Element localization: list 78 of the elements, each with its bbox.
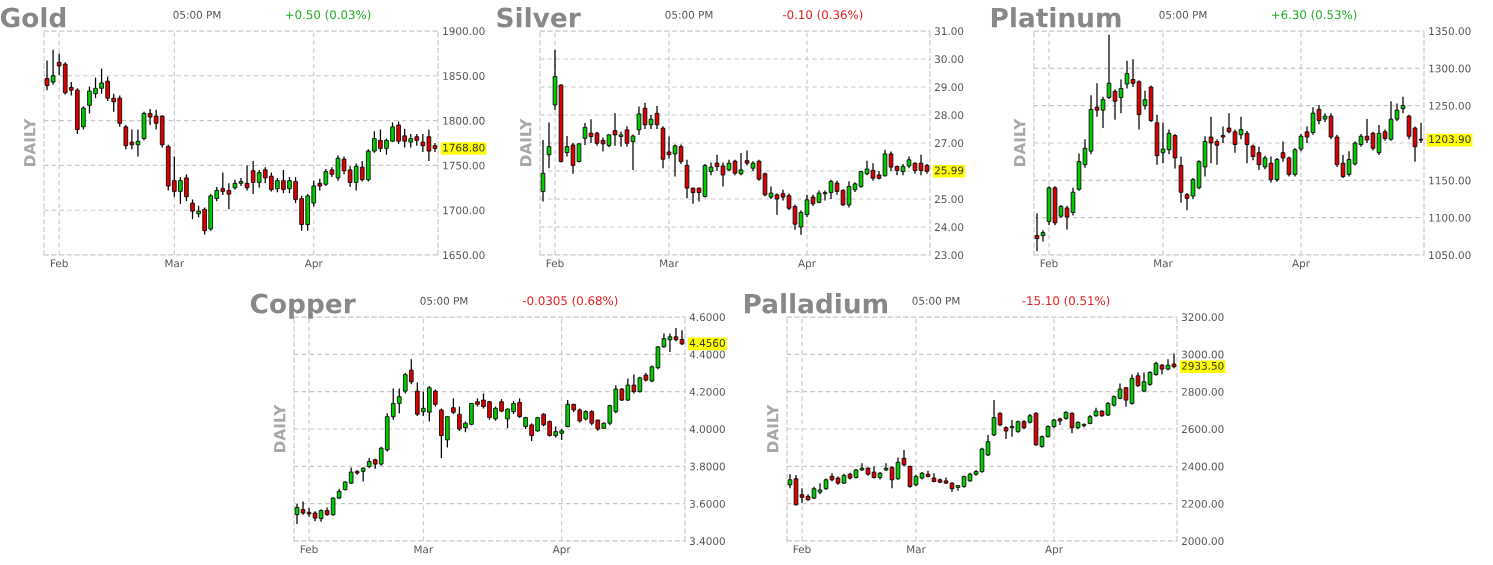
y-tick-label: 2800.00 xyxy=(1181,387,1224,396)
y-tick-label: 1750.00 xyxy=(443,161,485,170)
text: -15.10 (0.51%) xyxy=(1022,296,1110,307)
y-tick-label: 1650.00 xyxy=(443,251,485,260)
y-tick-label: 28.00 xyxy=(934,111,964,120)
chart-subtitle: 05:00 PM xyxy=(420,296,468,305)
chart-subtitle: 05:00 PM xyxy=(912,296,960,305)
x-tick-label: Feb xyxy=(546,259,564,268)
x-tick-label: Mar xyxy=(1154,259,1173,268)
y-tick-label: 3200.00 xyxy=(1181,313,1224,322)
chart-title: Copper xyxy=(250,293,356,319)
text: 25.99 xyxy=(934,166,964,175)
y-tick-label: 1700.00 xyxy=(443,206,485,215)
x-tick-label: Apr xyxy=(1045,545,1064,556)
y-tick-label: 2200.00 xyxy=(1181,499,1224,508)
chart-subtitle: 05:00 PM xyxy=(173,10,221,19)
text: +6.30 (0.53%) xyxy=(1271,10,1357,21)
x-tick-label: Apr xyxy=(552,545,571,556)
text: -0.10 (0.36%) xyxy=(782,10,863,21)
x-tick-label: Apr xyxy=(1292,259,1311,270)
y-tick-label: 1250.00 xyxy=(1429,101,1471,110)
chart-subtitle: 05:00 PM xyxy=(665,10,713,19)
text: 4.4560 xyxy=(689,339,725,347)
x-tick-label: Feb xyxy=(1040,259,1058,268)
chart-title: Silver xyxy=(497,7,581,28)
y-tick-label: 2600.00 xyxy=(1181,425,1224,434)
y-tick-label: 1050.00 xyxy=(1429,251,1471,260)
y-tick-label: 1350.00 xyxy=(1429,27,1471,36)
x-tick-label: Mar xyxy=(660,259,679,268)
chart-title: Palladium xyxy=(744,293,888,314)
y-tick-label: 1850.00 xyxy=(443,72,485,80)
y-tick-label: 31.00 xyxy=(934,27,964,36)
y-tick-label: 27.00 xyxy=(934,139,964,148)
y-tick-label: 1150.00 xyxy=(1429,176,1471,185)
chart-subtitle: 05:00 PM xyxy=(1159,10,1207,19)
y-axis-title: DAILY xyxy=(1014,118,1026,166)
candlestick xyxy=(1400,96,1406,114)
x-tick-label: Feb xyxy=(300,545,318,554)
x-tick-label: Apr xyxy=(798,259,817,270)
y-axis-title: DAILY xyxy=(520,118,532,166)
y-tick-label: 3.4000 xyxy=(689,537,725,546)
y-tick-label: 3000.00 xyxy=(1181,350,1224,359)
text: 1203.90 xyxy=(1429,135,1471,144)
y-tick-label: 3.6000 xyxy=(689,499,725,508)
text: +0.50 (0.03%) xyxy=(285,10,371,21)
y-tick-label: 4.4000 xyxy=(689,350,725,359)
x-tick-label: Mar xyxy=(165,259,185,268)
y-tick-label: 1300.00 xyxy=(1429,64,1471,73)
x-tick-label: Feb xyxy=(50,259,68,268)
x-tick-label: Mar xyxy=(414,545,434,554)
y-tick-label: 3.8000 xyxy=(689,462,725,471)
candlestick xyxy=(540,139,546,203)
chart-title: Gold xyxy=(0,7,66,28)
y-tick-label: 1800.00 xyxy=(443,116,485,125)
y-tick-label: 1100.00 xyxy=(1429,213,1471,222)
text: 1768.80 xyxy=(443,143,485,152)
text: -0.0305 (0.68%) xyxy=(522,296,618,307)
y-tick-label: 2400.00 xyxy=(1181,462,1224,471)
y-axis-title: DAILY xyxy=(274,404,286,452)
text: 2933.50 xyxy=(1181,361,1224,370)
y-axis-title: DAILY xyxy=(767,404,779,452)
y-tick-label: 30.00 xyxy=(934,55,964,64)
y-tick-label: 4.0000 xyxy=(689,425,725,434)
y-tick-label: 4.6000 xyxy=(689,313,725,322)
x-tick-label: Feb xyxy=(793,545,811,554)
y-tick-label: 29.00 xyxy=(934,83,964,92)
y-tick-label: 4.2000 xyxy=(689,387,725,396)
y-tick-label: 24.00 xyxy=(934,223,964,232)
x-tick-label: Mar xyxy=(907,545,926,554)
x-tick-label: Apr xyxy=(304,259,323,270)
y-axis-title: DAILY xyxy=(24,118,36,166)
y-tick-label: 23.00 xyxy=(934,251,964,260)
y-tick-label: 25.00 xyxy=(934,195,964,204)
y-tick-label: 1900.00 xyxy=(443,27,485,36)
candlestick xyxy=(546,121,552,169)
candlestick xyxy=(1220,125,1226,144)
chart-title: Platinum xyxy=(991,7,1121,28)
y-tick-label: 2000.00 xyxy=(1181,537,1224,546)
